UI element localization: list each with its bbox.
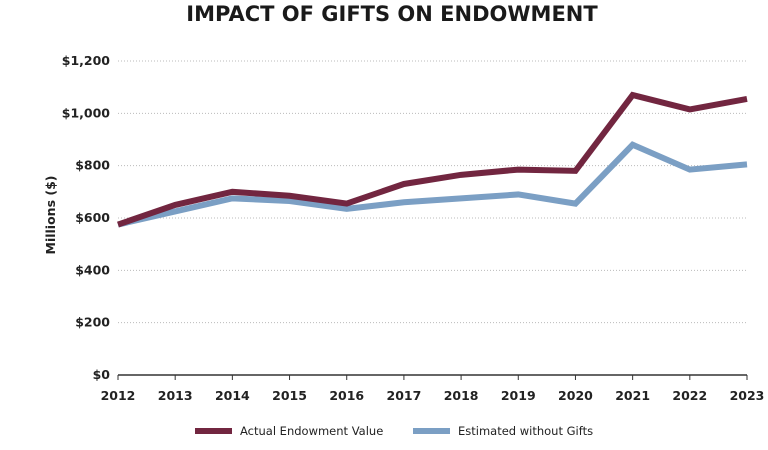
x-tick-label: 2023 [730, 388, 765, 403]
y-tick-label: $1,000 [62, 105, 111, 120]
x-tick-label: 2017 [387, 388, 422, 403]
y-tick-label: $600 [75, 210, 110, 225]
chart-title: IMPACT OF GIFTS ON ENDOWMENT [186, 2, 598, 26]
x-tick-label: 2013 [158, 388, 193, 403]
x-tick-label: 2020 [558, 388, 593, 403]
y-axis-label: Millions ($) [43, 176, 58, 255]
y-tick-label: $0 [93, 367, 111, 382]
y-tick-label: $200 [75, 315, 110, 330]
x-tick-label: 2019 [501, 388, 536, 403]
y-tick-label: $800 [75, 158, 110, 173]
x-tick-label: 2016 [329, 388, 364, 403]
y-tick-label: $1,200 [62, 53, 111, 68]
series-line-0 [117, 91, 748, 228]
x-tick-label: 2012 [101, 388, 136, 403]
legend-label-0: Actual Endowment Value [240, 424, 383, 438]
x-tick-label: 2015 [272, 388, 307, 403]
x-tick-label: 2014 [215, 388, 250, 403]
series-line-1 [117, 141, 748, 228]
y-tick-label: $400 [75, 262, 110, 277]
x-tick-label: 2021 [615, 388, 650, 403]
legend-label-1: Estimated without Gifts [458, 424, 593, 438]
x-tick-label: 2018 [444, 388, 479, 403]
x-tick-label: 2022 [672, 388, 707, 403]
